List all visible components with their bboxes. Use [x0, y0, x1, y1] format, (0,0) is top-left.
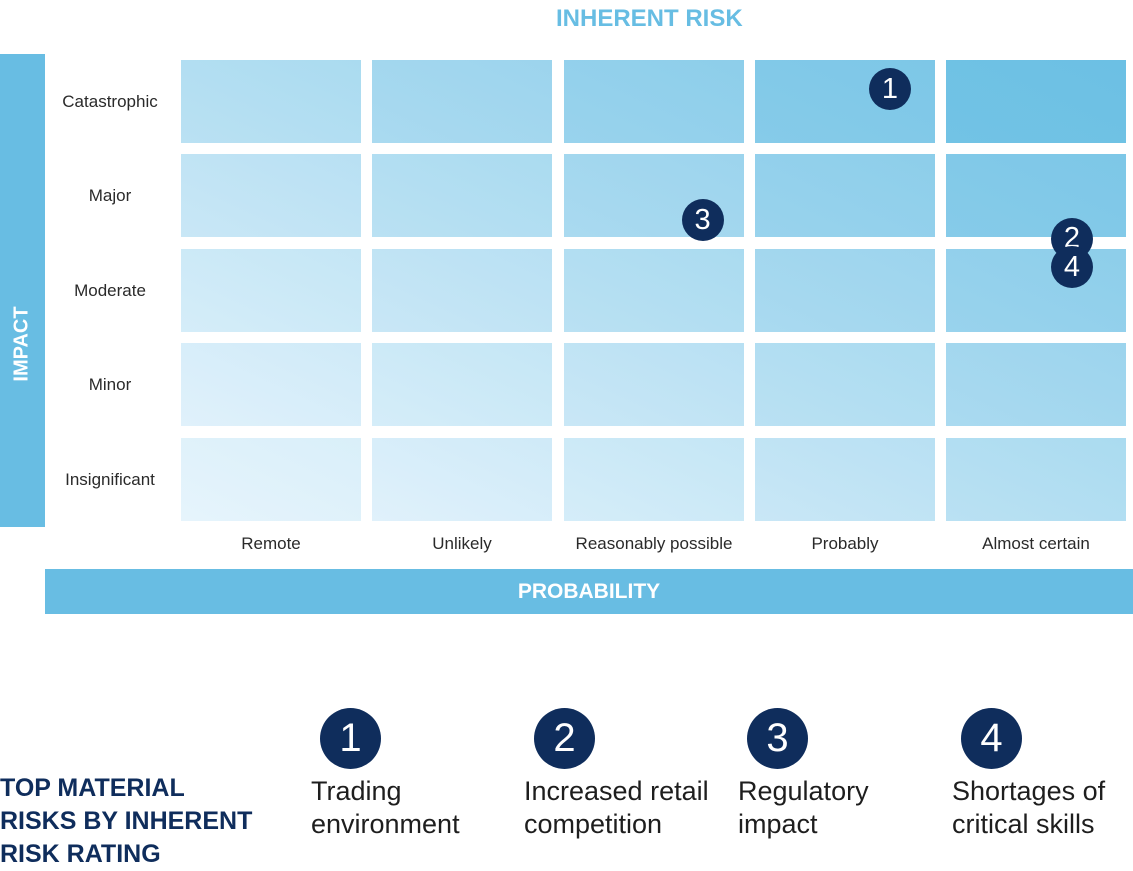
matrix-cell	[372, 60, 552, 143]
matrix-cell	[181, 154, 361, 237]
legend-item-2: Increased retail competition	[524, 775, 709, 841]
impact-label-catastrophic: Catastrophic	[62, 91, 158, 111]
legend-title-line: RISK RATING	[0, 840, 161, 868]
impact-label-major: Major	[88, 185, 132, 205]
legend-marker-1: 1	[320, 708, 381, 769]
legend-item-4: Shortages of critical skills	[952, 775, 1105, 841]
legend-marker-2: 2	[534, 708, 595, 769]
matrix-cell	[755, 249, 935, 332]
matrix-cell	[372, 343, 552, 426]
probability-axis-bar: PROBABILITY	[45, 569, 1133, 614]
matrix-cell	[755, 438, 935, 521]
legend-item-1: Trading environment	[311, 775, 460, 841]
impact-label-moderate: Moderate	[74, 280, 146, 300]
probability-label: Unlikely	[432, 534, 492, 553]
probability-label: Probably	[811, 534, 879, 553]
matrix-cell	[946, 60, 1126, 143]
matrix-cell	[564, 438, 744, 521]
matrix-cell	[755, 154, 935, 237]
matrix-cell	[946, 438, 1126, 521]
matrix-cell	[372, 438, 552, 521]
legend-title-line: RISKS BY INHERENT	[0, 807, 253, 835]
impact-axis-bar: IMPACT	[0, 54, 45, 527]
legend-title-line: TOP MATERIAL	[0, 774, 185, 802]
legend-title: TOP MATERIAL RISKS BY INHERENT RISK RATI…	[0, 772, 270, 871]
matrix-cell	[946, 249, 1126, 332]
legend-item-line: Trading	[311, 776, 402, 806]
matrix-cell	[181, 438, 361, 521]
matrix-cell	[755, 60, 935, 143]
matrix-cell	[181, 60, 361, 143]
probability-label: Reasonably possible	[575, 534, 733, 553]
matrix-cell	[564, 343, 744, 426]
risk-marker-4: 4	[1051, 246, 1093, 289]
probability-axis-title: PROBABILITY	[517, 579, 661, 603]
matrix-cell	[372, 249, 552, 332]
chart-title: INHERENT RISK	[556, 5, 743, 32]
legend-item-line: Shortages of	[952, 776, 1106, 806]
probability-label: Almost certain	[982, 534, 1090, 553]
legend-item-line: Regulatory	[738, 776, 869, 806]
legend-item-line: impact	[738, 809, 818, 839]
matrix-cell	[181, 343, 361, 426]
matrix-cell	[946, 154, 1126, 237]
impact-label-minor: Minor	[88, 374, 132, 394]
matrix-cell	[564, 249, 744, 332]
matrix-cell	[181, 249, 361, 332]
legend-item-line: competition	[524, 809, 663, 839]
legend-item-line: critical skills	[952, 809, 1095, 839]
risk-marker-1: 1	[869, 68, 911, 111]
legend-item-line: environment	[311, 809, 460, 839]
matrix-cell	[946, 343, 1126, 426]
probability-label: Remote	[241, 534, 301, 553]
impact-axis-title: IMPACT	[10, 306, 33, 382]
legend-marker-3: 3	[747, 708, 808, 769]
legend-item-line: Increased retail	[524, 776, 709, 806]
risk-marker-3: 3	[681, 199, 724, 242]
matrix-cell	[564, 60, 744, 143]
matrix-cell	[372, 154, 552, 237]
matrix-cell	[755, 343, 935, 426]
legend-item-3: Regulatory impact	[738, 775, 869, 841]
legend-marker-4: 4	[961, 708, 1022, 769]
impact-label-insignificant: Insignificant	[65, 469, 155, 489]
